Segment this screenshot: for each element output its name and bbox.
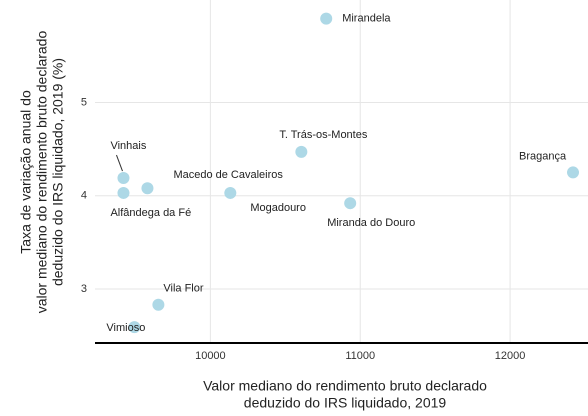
point-label: Mogadouro [250, 202, 306, 214]
point [224, 186, 237, 199]
point-label: Miranda do Douro [327, 217, 415, 229]
point-label: T. Trás-os-Montes [279, 129, 368, 141]
plot: 3 4 5 10000 11000 12000 Valor mediano do rendi… [18, 13, 588, 411]
point [344, 197, 357, 210]
point [567, 166, 580, 179]
point [152, 298, 165, 311]
x-axis-title: Valor mediano do rendimento bruto declar… [203, 378, 487, 394]
x-tick-label: 11000 [345, 350, 375, 362]
grid [95, 0, 588, 343]
leader-line [116, 154, 123, 172]
point [141, 182, 154, 195]
point [128, 321, 141, 334]
point [295, 145, 308, 158]
y-tick-label: 4 [81, 190, 87, 202]
x-tick-label: 12000 [495, 350, 526, 362]
point-label: Alfândega da Fé [110, 207, 191, 219]
point [117, 172, 130, 185]
x-tick-label: 10000 [195, 350, 226, 362]
point-label: Macedo de Cavaleiros [173, 169, 283, 181]
y-axis-title: Taxa de variação anual do [18, 90, 34, 254]
point-label: Vimioso [106, 322, 145, 334]
y-tick-label: 5 [81, 96, 87, 108]
y-axis-title: deduzido do IRS liquidado, 2019 (%) [50, 58, 66, 286]
y-tick-label: 3 [81, 283, 87, 295]
point-label: Mirandela [342, 13, 391, 25]
x-axis-title: deduzido do IRS liquidado, 2019 [244, 395, 447, 411]
point-label: Bragança [519, 150, 567, 162]
point [320, 12, 333, 25]
point [117, 186, 130, 199]
point-label: Vila Flor [163, 283, 203, 295]
point-label: Vinhais [110, 140, 146, 152]
y-axis-title: valor mediano do rendimento bruto declar… [34, 31, 50, 314]
